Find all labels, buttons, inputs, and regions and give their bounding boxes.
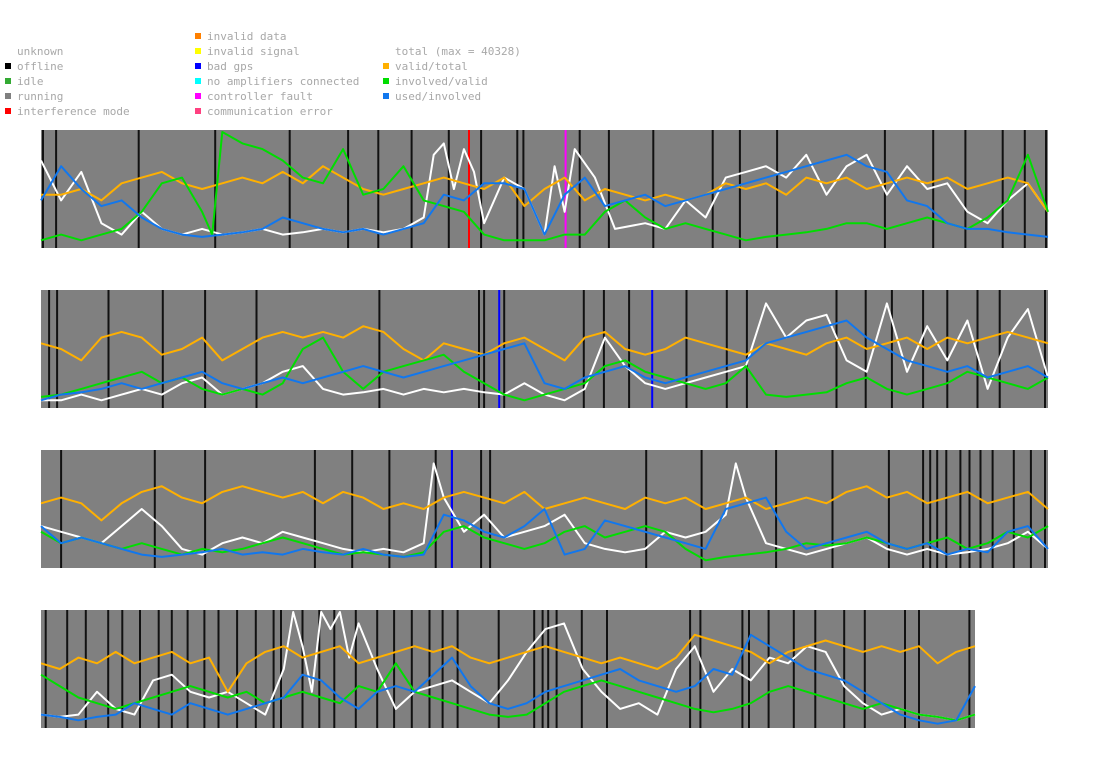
chart-panel-3 (40, 450, 1049, 568)
series-line-involved-valid (40, 662, 976, 722)
legend-swatch (195, 108, 201, 114)
legend-label: running (17, 90, 64, 103)
series-line-involved-valid (40, 336, 1049, 402)
legend-swatch (5, 63, 11, 69)
legend-label: unknown (17, 45, 64, 58)
legend-swatch (383, 93, 389, 99)
series-line-used-involved (40, 496, 1049, 558)
series-line-involved-valid (40, 525, 1049, 562)
series-line-involved-valid (40, 131, 1049, 242)
series-line-valid-total (41, 165, 1049, 213)
legend-label: no amplifiers connected (207, 75, 360, 88)
legend-swatch (195, 33, 201, 39)
legend: unknown offline idle running interferenc… (0, 0, 1095, 125)
legend-label: used/involved (395, 90, 482, 103)
series-line-used-involved (40, 633, 976, 725)
chart-panel-1 (40, 130, 1049, 248)
legend-swatch (5, 93, 11, 99)
legend-label: invalid signal (207, 45, 300, 58)
legend-swatch (195, 63, 201, 69)
legend-label: idle (17, 75, 44, 88)
legend-swatch (383, 78, 389, 84)
legend-label: interference mode (17, 105, 130, 118)
series-line-total (40, 462, 1049, 556)
legend-swatch (195, 93, 201, 99)
legend-label: total (max = 40328) (395, 45, 521, 58)
chart-panel-4 (40, 610, 976, 728)
legend-swatch (383, 63, 389, 69)
legend-label: invalid data (207, 30, 287, 43)
legend-swatch (5, 108, 11, 114)
chart-panel-2 (40, 290, 1049, 408)
legend-label: controller fault (207, 90, 313, 103)
series-line-used-involved (40, 153, 1049, 238)
legend-swatch (195, 48, 201, 54)
series-line-used-involved (40, 319, 1049, 402)
legend-swatch (5, 78, 11, 84)
series-line-valid-total (40, 633, 976, 693)
legend-label: bad gps (207, 60, 254, 73)
legend-swatch (195, 78, 201, 84)
legend-label: valid/total (395, 60, 468, 73)
legend-label: involved/valid (395, 75, 488, 88)
legend-label: offline (17, 60, 64, 73)
legend-label: communication error (207, 105, 333, 118)
